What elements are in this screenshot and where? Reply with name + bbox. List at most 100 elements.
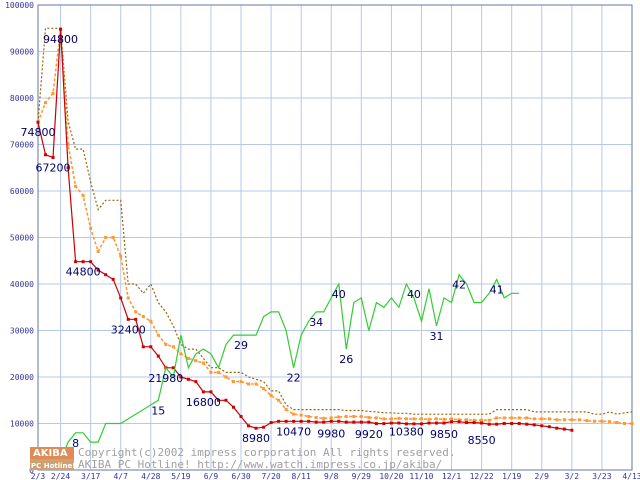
series-point-1 xyxy=(277,398,281,402)
series-point-1 xyxy=(171,345,175,349)
series-point-1 xyxy=(44,101,48,105)
series-point-1 xyxy=(156,333,160,337)
series-point-1 xyxy=(382,417,386,421)
series-point-2 xyxy=(337,419,341,423)
series-point-2 xyxy=(419,422,423,426)
series-point-1 xyxy=(74,184,78,188)
series-point-2 xyxy=(74,260,78,264)
series-point-2 xyxy=(517,422,521,425)
y-tick-label: 20000 xyxy=(10,373,34,382)
y-tick-label: 90000 xyxy=(10,48,34,57)
series-point-2 xyxy=(480,421,484,425)
series-point-2 xyxy=(344,420,348,424)
x-tick-label: 9/8 xyxy=(324,472,339,480)
series-point-1 xyxy=(615,421,619,425)
series-point-1 xyxy=(622,422,626,425)
data-label: 8980 xyxy=(242,432,270,445)
series-line-1 xyxy=(37,29,632,425)
series-point-1 xyxy=(104,236,108,239)
series-point-2 xyxy=(104,273,108,277)
series-point-1 xyxy=(367,415,371,419)
series-point-1 xyxy=(344,415,348,419)
y-tick-label: 40000 xyxy=(10,280,34,289)
series-point-2 xyxy=(141,345,145,349)
series-point-2 xyxy=(262,425,266,429)
watermark: AKIBA PC Hotline! Copyright(c)2002 impre… xyxy=(30,446,456,471)
series-point-2 xyxy=(126,317,130,321)
series-lines xyxy=(36,27,634,471)
series-point-1 xyxy=(577,418,581,422)
series-point-1 xyxy=(314,415,318,419)
series-point-1 xyxy=(96,249,100,253)
series-point-2 xyxy=(367,420,371,424)
site-url-text: AKIBA PC Hotline! http://www.watch.impre… xyxy=(78,458,442,471)
x-tick-label: 4/13 xyxy=(622,472,640,480)
series-point-1 xyxy=(89,226,93,230)
grid xyxy=(37,4,633,471)
data-label: 40 xyxy=(332,288,346,301)
series-point-2 xyxy=(389,421,393,425)
series-point-2 xyxy=(532,423,536,427)
series-point-2 xyxy=(216,398,220,402)
series-point-1 xyxy=(547,417,551,421)
series-point-1 xyxy=(119,254,123,258)
series-line-3 xyxy=(45,273,520,471)
y-tick-label: 70000 xyxy=(10,141,34,150)
series-point-2 xyxy=(201,390,205,394)
y-tick-label: 30000 xyxy=(10,327,34,336)
series-point-2 xyxy=(314,420,318,424)
x-axis-ticks: 2/3 2/24 3/17 4/7 4/28 5/19 6/9 6/30 7/20 8/11 9/8… xyxy=(31,472,640,480)
series-point-1 xyxy=(374,416,378,420)
x-tick-label: 12/22 xyxy=(470,472,494,480)
data-label: 9920 xyxy=(355,428,383,441)
series-point-1 xyxy=(359,415,363,419)
series-point-2 xyxy=(525,422,529,426)
x-tick-label: 2/9 xyxy=(535,472,550,480)
series-point-1 xyxy=(224,375,228,379)
series-point-1 xyxy=(164,342,168,346)
data-label: 29 xyxy=(234,339,248,352)
series-point-1 xyxy=(322,416,326,420)
y-axis-ticks: 0 10000 20000 30000 40000 50000 60000 70000 8000… xyxy=(5,1,34,475)
data-label: 26 xyxy=(339,353,353,366)
series-point-2 xyxy=(224,398,228,402)
series-point-2 xyxy=(194,380,198,384)
logo-top-text: AKIBA xyxy=(33,448,68,459)
series-point-2 xyxy=(397,421,401,425)
series-point-1 xyxy=(525,416,529,420)
x-tick-label: 7/20 xyxy=(261,472,280,480)
series-point-1 xyxy=(487,418,491,422)
x-tick-label: 5/19 xyxy=(171,472,190,480)
series-point-2 xyxy=(570,428,574,432)
series-point-2 xyxy=(134,317,138,321)
data-label: 21980 xyxy=(148,372,183,385)
series-point-1 xyxy=(269,394,273,398)
series-point-2 xyxy=(156,354,160,358)
series-point-2 xyxy=(442,421,446,425)
series-point-2 xyxy=(540,424,544,428)
x-tick-label: 12/1 xyxy=(442,472,461,480)
data-label: 67200 xyxy=(36,162,71,175)
y-tick-label: 50000 xyxy=(10,234,34,243)
series-point-2 xyxy=(450,420,454,424)
x-tick-label: 6/30 xyxy=(231,472,250,480)
series-point-2 xyxy=(299,419,303,423)
series-point-1 xyxy=(179,352,183,356)
x-tick-label: 11/10 xyxy=(409,472,433,480)
series-point-2 xyxy=(510,422,514,425)
series-line-2 xyxy=(37,29,572,431)
series-point-1 xyxy=(592,419,596,423)
series-point-2 xyxy=(44,153,48,157)
series-point-2 xyxy=(89,260,93,264)
logo-bottom-text: PC Hotline! xyxy=(31,462,75,470)
series-point-2 xyxy=(284,419,288,423)
series-point-2 xyxy=(555,426,559,430)
data-label: 40 xyxy=(407,288,421,301)
data-label: 9980 xyxy=(317,428,345,441)
series-point-1 xyxy=(404,417,408,421)
series-point-2 xyxy=(66,166,70,170)
series-point-2 xyxy=(231,405,235,409)
x-tick-label: 4/28 xyxy=(141,472,160,480)
